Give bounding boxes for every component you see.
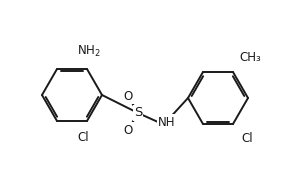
Text: Cl: Cl	[77, 131, 89, 144]
Text: Cl: Cl	[241, 132, 253, 145]
Text: NH: NH	[158, 115, 175, 128]
Text: CH₃: CH₃	[239, 51, 261, 64]
Text: O: O	[123, 90, 133, 102]
Text: NH$_2$: NH$_2$	[77, 44, 101, 59]
Text: S: S	[134, 106, 142, 120]
Text: O: O	[123, 124, 133, 137]
